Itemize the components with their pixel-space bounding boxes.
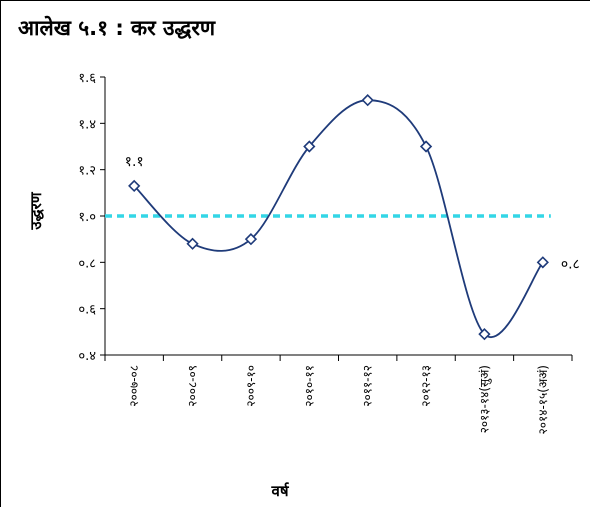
x-tick-label: २०१३-१४(सुअं) <box>477 365 492 433</box>
x-tick-label: २०१२-१३ <box>419 365 433 407</box>
x-tick-label: २००७-०८ <box>127 365 141 407</box>
y-tick-label: १.० <box>78 210 96 225</box>
x-tick-label: २००८-०९ <box>186 365 200 407</box>
x-tick-label: २००९-१० <box>244 365 258 407</box>
data-point-marker <box>478 328 491 341</box>
data-label: ०.८ <box>561 256 580 272</box>
y-tick-label: १.४ <box>78 117 96 132</box>
y-tick-label: १.६ <box>78 71 96 86</box>
x-axis-ticks: २००७-०८ २००८-०९ २००९-१० २०१०-११ २०११-१२ २०१२-… <box>104 355 573 434</box>
data-point-marker <box>128 179 141 193</box>
y-tick-label: १.२ <box>78 164 96 179</box>
data-point-marker <box>361 94 374 107</box>
data-point-marker <box>303 140 316 153</box>
x-tick-label: २०१०-११ <box>302 365 316 407</box>
x-tick-label: २०११-१२ <box>361 365 375 407</box>
figure-title: आलेख ५.१ : कर उद्धरण <box>18 16 216 40</box>
y-axis-label: उद्धरण <box>27 191 45 230</box>
x-axis-label: वर्ष <box>270 482 289 500</box>
data-point-marker <box>536 256 549 269</box>
data-point-marker <box>419 140 433 153</box>
x-tick-label: २०१४-१५(अअं) <box>536 365 550 434</box>
series-markers <box>128 94 549 341</box>
y-tick-label: ०.४ <box>78 349 96 364</box>
y-axis-ticks: ०.४ ०.६ ०.८ १.० १.२ १.४ १.६ <box>78 71 105 364</box>
data-point-marker <box>186 237 199 250</box>
data-point-marker <box>244 233 258 246</box>
series-line <box>133 99 544 338</box>
y-tick-label: ०.६ <box>78 303 96 318</box>
y-tick-label: ०.८ <box>78 256 96 271</box>
data-labels: १.१ ०.८ <box>125 154 580 272</box>
data-label: १.१ <box>125 154 144 170</box>
